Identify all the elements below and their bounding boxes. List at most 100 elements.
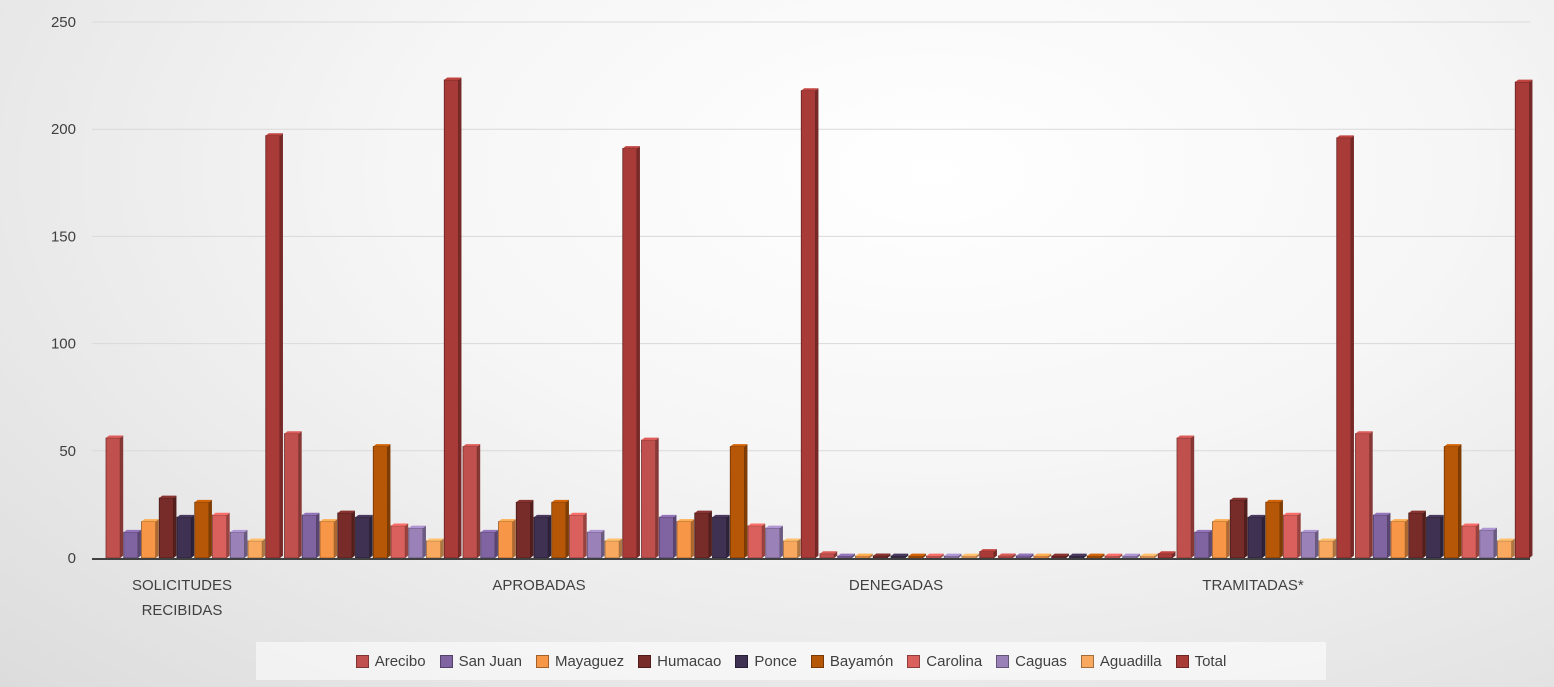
bar-side <box>869 553 873 558</box>
bar-top <box>622 146 640 149</box>
bar-front <box>1033 555 1049 559</box>
bar-front <box>1176 437 1192 559</box>
bar-bayam-n <box>1265 499 1283 559</box>
bar-side <box>1440 514 1444 558</box>
bar-top <box>1444 444 1462 447</box>
bar-front <box>837 555 853 559</box>
category-label: APROBADAS <box>492 577 585 594</box>
bar-side <box>279 133 283 558</box>
bar-side <box>1048 553 1052 558</box>
bar-top <box>320 519 338 522</box>
bar-top <box>765 525 783 528</box>
bar-caguas <box>408 525 426 559</box>
bar-front <box>819 553 835 559</box>
bar-mayaguez <box>676 519 695 559</box>
bar-bayam-n <box>908 553 926 559</box>
bar-side <box>1387 512 1391 558</box>
bar-front <box>1318 540 1334 559</box>
bar-bayam-n <box>551 499 569 559</box>
bar-top <box>1158 551 1176 554</box>
legend-item: Aguadilla <box>1080 653 1162 670</box>
bar-top <box>1301 529 1319 533</box>
bar-front <box>480 531 496 559</box>
bar-top <box>516 499 534 503</box>
bar-bayam-n <box>372 444 391 559</box>
bar-front <box>462 446 478 559</box>
bar-top <box>551 499 569 503</box>
bar-side <box>1297 512 1301 558</box>
bar-side <box>244 529 248 558</box>
bar-top <box>106 435 124 438</box>
bar-side <box>1493 527 1497 558</box>
bar-top <box>426 538 444 541</box>
bar-side <box>1136 553 1140 558</box>
bar-side <box>1458 444 1462 558</box>
bar-side <box>191 514 195 558</box>
bar-front <box>926 555 942 559</box>
legend-item: Mayaguez <box>535 653 624 670</box>
bar-san-juan <box>1372 512 1391 559</box>
bar-side <box>1369 431 1373 558</box>
legend-label: Bayamón <box>829 652 894 670</box>
bar-front <box>800 90 816 559</box>
y-tick-label: 100 <box>51 336 76 353</box>
bar-top <box>891 553 909 556</box>
bar-top <box>212 512 230 516</box>
bar-front <box>1479 529 1495 559</box>
bar-aguadilla <box>1140 553 1158 559</box>
bar-front <box>1069 555 1085 559</box>
bar-side <box>636 146 640 558</box>
bar-top <box>837 553 855 556</box>
bar-side <box>1262 514 1266 558</box>
bar-side <box>958 553 962 558</box>
legend-label: Caguas <box>1015 652 1067 670</box>
bar-arecibo <box>641 437 659 559</box>
legend-label: Humacao <box>657 652 722 670</box>
bar-top <box>712 514 730 518</box>
bar-front <box>426 540 442 559</box>
bar-side <box>976 553 980 558</box>
bar-humacao <box>872 553 891 559</box>
bar-front <box>729 446 745 559</box>
bar-front <box>908 555 924 559</box>
bar-side <box>512 519 516 558</box>
bar-san-juan <box>1194 529 1212 559</box>
bar-humacao <box>1229 497 1248 559</box>
bar-top <box>498 519 516 522</box>
legend-item: Ponce <box>735 653 797 670</box>
bar-front <box>1461 525 1477 559</box>
category-label: SOLICITUDES <box>132 577 232 594</box>
bar-top <box>873 553 891 556</box>
bar-aguadilla <box>604 538 623 559</box>
bar-side <box>1511 538 1515 558</box>
legend-item: Bayamón <box>810 652 894 670</box>
bar-top <box>605 538 623 541</box>
bar-top <box>1479 527 1497 531</box>
bar-side <box>440 538 444 558</box>
bar-top <box>694 510 712 513</box>
bar-top <box>177 514 195 518</box>
legend-item: Caguas <box>996 653 1067 670</box>
bar-side <box>1244 497 1248 558</box>
bar-side <box>1405 519 1409 558</box>
bar-front <box>1104 555 1120 559</box>
bar-mayaguez <box>1212 519 1230 559</box>
bar-top <box>820 551 838 554</box>
bar-side <box>548 514 552 558</box>
bar-front <box>1140 555 1156 559</box>
bar-front <box>141 521 157 559</box>
bar-ponce <box>176 514 195 559</box>
bar-san-juan <box>480 529 498 559</box>
bar-caguas <box>1479 527 1497 559</box>
bar-front <box>284 433 300 559</box>
legend-swatch <box>535 654 549 668</box>
bar-carolina <box>926 553 944 559</box>
bar-side <box>155 519 159 558</box>
bar-top <box>1283 512 1301 516</box>
bar-side <box>262 538 266 558</box>
bar-front <box>694 512 710 559</box>
bar-caguas <box>765 525 783 559</box>
category-label: DENEGADAS <box>849 577 943 594</box>
bar-top <box>480 529 498 533</box>
bar-front <box>1355 433 1371 559</box>
